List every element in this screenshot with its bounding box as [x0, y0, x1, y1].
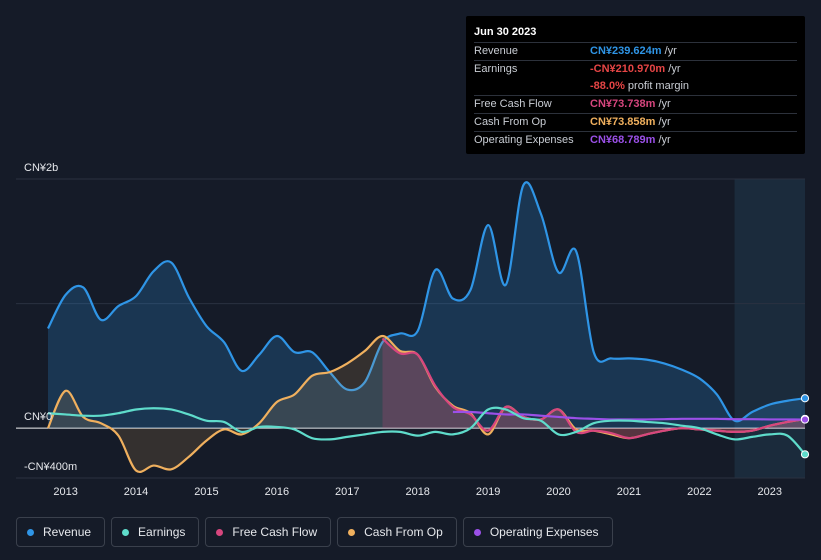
legend-dot-icon	[348, 528, 356, 536]
x-tick-label: 2023	[758, 486, 782, 498]
earnings-end-dot	[800, 450, 810, 459]
tooltip-row-label: Free Cash Flow	[474, 98, 552, 110]
x-axis-labels: 2013 2014 2015 2016 2017 2018 2019 2020 2021 2022…	[53, 486, 782, 498]
y-tick-label: -CN¥400m	[24, 461, 77, 473]
legend-dot-icon	[122, 528, 130, 536]
legend-label: Operating Expenses	[489, 525, 599, 539]
tooltip-row: Earnings -CN¥210.970m /yr	[474, 60, 797, 78]
earnings-line	[47, 406, 806, 456]
tooltip-row-value: -CN¥210.970m /yr	[590, 63, 681, 75]
tooltip-row-label: Earnings	[474, 63, 518, 75]
past-year-highlight	[734, 179, 805, 478]
tooltip-row-value: CN¥68.789m /yr	[590, 134, 671, 146]
gridlines	[16, 178, 805, 479]
chart-legend: Revenue Earnings Free Cash Flow Cash From O…	[16, 517, 613, 547]
tooltip-row: Cash From Op CN¥73.858m /yr	[474, 113, 797, 131]
legend-label: Cash From Op	[364, 525, 443, 539]
legend-item-free-cash-flow[interactable]: Free Cash Flow	[205, 517, 332, 547]
tooltip-row-value: -88.0% profit margin	[590, 80, 690, 92]
x-tick-label: 2018	[405, 486, 429, 498]
x-tick-label: 2021	[617, 486, 641, 498]
tooltip-row: -88.0% profit margin	[474, 78, 797, 95]
revenue-end-dot	[800, 394, 810, 403]
cash-from-op-area	[48, 335, 805, 472]
y-axis-labels: CN¥2b CN¥0 -CN¥400m	[24, 162, 77, 473]
x-tick-label: 2017	[335, 486, 359, 498]
tooltip-row: Revenue CN¥239.624m /yr	[474, 42, 797, 60]
tooltip-row-label: Revenue	[474, 45, 519, 57]
legend-dot-icon	[27, 528, 34, 536]
x-tick-label: 2016	[265, 486, 289, 498]
tooltip-row: Operating Expenses CN¥68.789m /yr	[474, 131, 797, 149]
legend-label: Earnings	[138, 525, 186, 539]
series-end-markers	[800, 394, 810, 459]
x-tick-label: 2015	[194, 486, 218, 498]
tooltip-row-label: Operating Expenses	[474, 134, 574, 146]
free-cash-flow-line	[381, 337, 806, 440]
x-tick-label: 2013	[53, 486, 77, 498]
tooltip-panel: Jun 30 2023 Revenue CN¥239.624m /yr Earnin…	[466, 16, 805, 154]
legend-label: Free Cash Flow	[232, 525, 318, 539]
tooltip-row-value: CN¥239.624m /yr	[590, 45, 677, 57]
revenue-line	[47, 181, 806, 423]
legend-dot-icon	[216, 528, 224, 536]
tooltip-date: Jun 30 2023	[474, 26, 537, 38]
tooltip-row-label: Cash From Op	[474, 116, 547, 128]
tooltip-row-label	[474, 78, 590, 95]
operating-expenses-line	[452, 410, 806, 421]
tooltip-row-value: CN¥73.858m /yr	[590, 116, 671, 128]
tooltip-row: Free Cash Flow CN¥73.738m /yr	[474, 95, 797, 113]
operating-expenses-end-dot	[800, 415, 810, 424]
x-tick-label: 2014	[124, 486, 148, 498]
x-tick-label: 2022	[687, 486, 711, 498]
x-tick-label: 2020	[546, 486, 570, 498]
legend-item-earnings[interactable]: Earnings	[111, 517, 200, 547]
tooltip-rows: Revenue CN¥239.624m /yr Earnings -CN¥210.97…	[474, 42, 797, 149]
legend-label: Revenue	[43, 525, 92, 539]
legend-item-cash-from-op[interactable]: Cash From Op	[337, 517, 457, 547]
legend-item-operating-expenses[interactable]: Operating Expenses	[462, 517, 613, 547]
y-tick-label: CN¥2b	[24, 162, 58, 174]
legend-item-revenue[interactable]: Revenue	[16, 517, 106, 547]
series-layer	[46, 181, 806, 473]
y-tick-label: CN¥0	[24, 411, 52, 423]
legend-dot-icon	[473, 528, 481, 536]
tooltip-row-value: CN¥73.738m /yr	[590, 98, 671, 110]
x-tick-label: 2019	[476, 486, 500, 498]
